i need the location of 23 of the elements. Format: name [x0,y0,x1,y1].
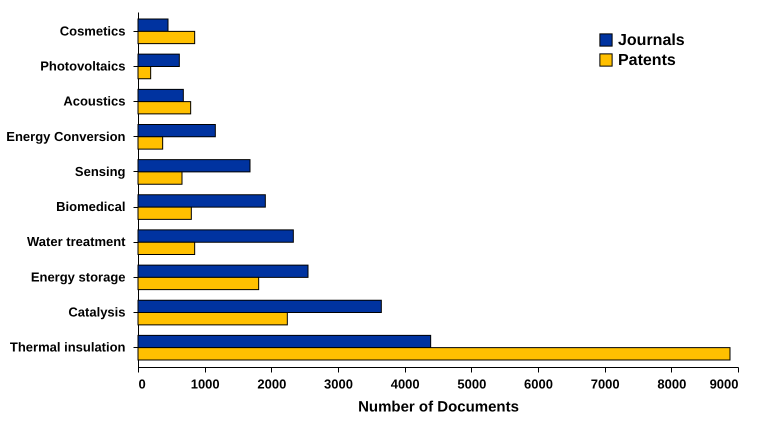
x-tick-label: 7000 [590,376,620,392]
x-tick-label: 2000 [257,376,286,392]
x-tick-label: 6000 [524,376,553,392]
x-tick-label: 4000 [390,376,420,392]
x-tick-label: 9000 [710,376,738,392]
y-tick-label: Energy storage [30,269,126,284]
y-tick-label: Energy Conversion [6,128,126,144]
legend-label: Patents [618,52,676,69]
y-tick-label: Acoustics [63,94,126,109]
x-tick-label: 0 [138,376,146,392]
y-tick-label: Water treatment [27,234,126,250]
y-tick-label: Sensing [74,164,126,179]
y-tick-label: Cosmetics [60,23,126,38]
y-tick-label: Photovoltaics [40,58,126,74]
x-tick-label: 5000 [457,376,486,392]
x-axis-title: Number of Documents [358,398,519,416]
y-tick-label: Thermal insulation [10,340,126,355]
x-tick-label: 3000 [324,376,353,392]
legend-label: Journals [618,32,685,49]
x-tick-label: 1000 [190,376,220,392]
y-tick-label: Catalysis [68,304,126,320]
x-tick-label: 8000 [657,376,686,392]
y-tick-label: Biomedical [56,199,126,214]
